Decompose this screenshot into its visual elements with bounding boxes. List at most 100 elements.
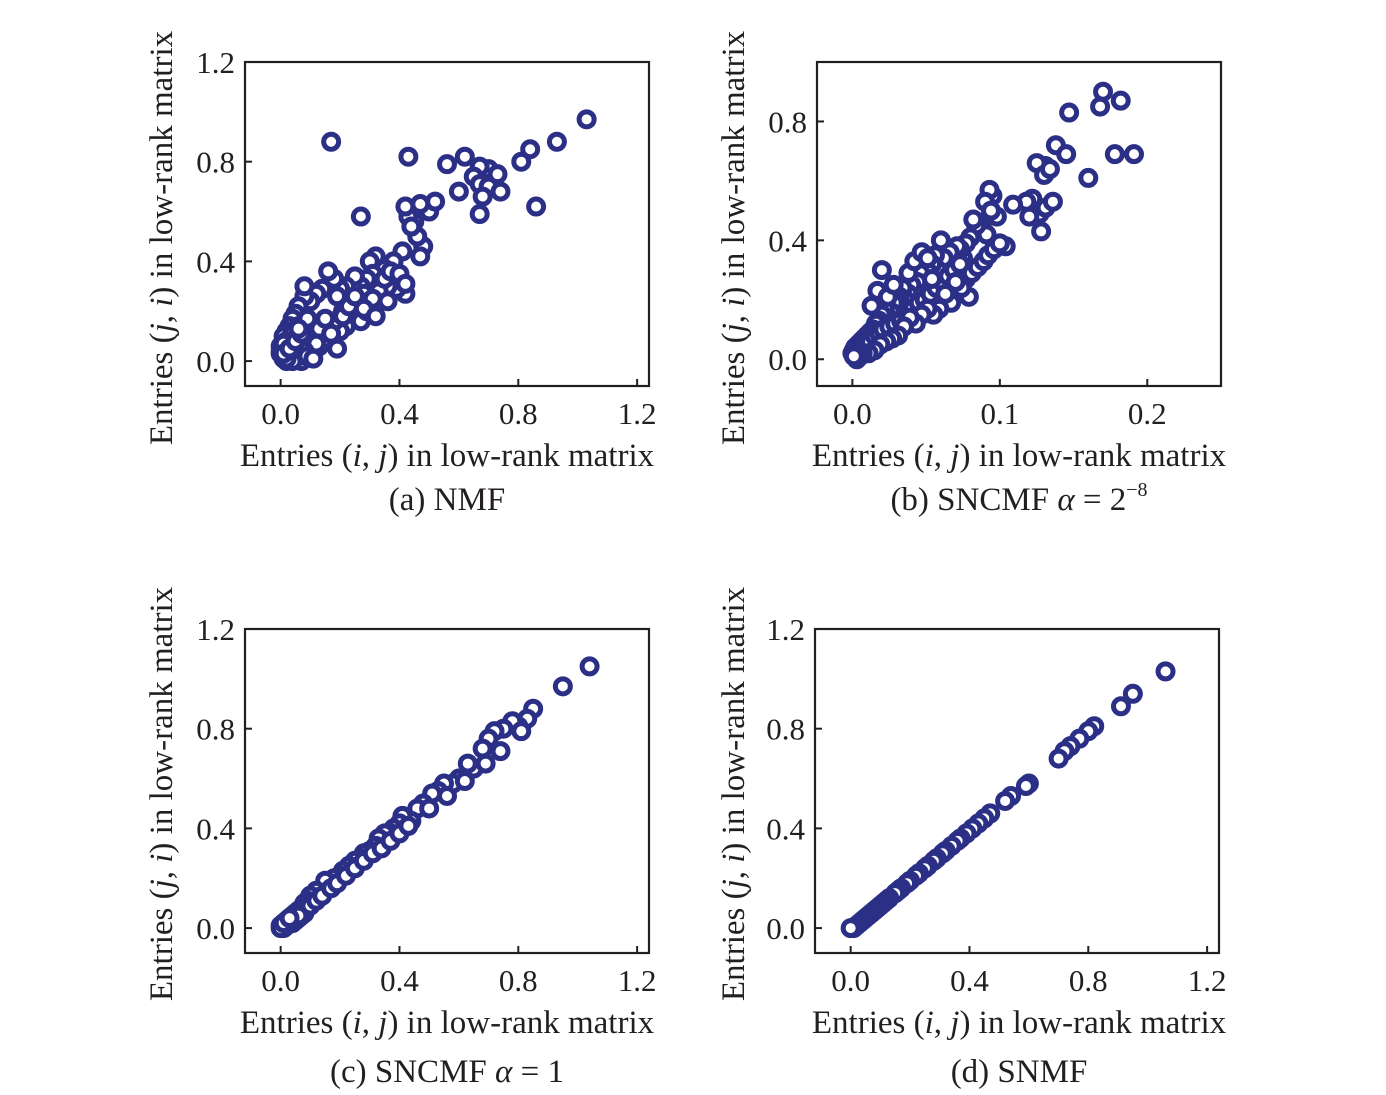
data-point: [843, 346, 864, 367]
data-point: [963, 209, 984, 230]
data-point: [401, 216, 422, 237]
x-axis-label-a: Entries (i, j) in low-rank matrix: [240, 438, 655, 474]
data-point: [1122, 683, 1143, 704]
x-tick-label: 0.1: [980, 396, 1019, 431]
data-point: [365, 306, 386, 327]
panel-d: 0.0 0.4 0.8 1.2 0.0 0.4 0.8 1.2 Entries (i, j) …: [716, 586, 1227, 1090]
data-point: [398, 815, 419, 836]
data-point: [1104, 144, 1125, 165]
y-axis-label-d: Entries (j, i) in low-rank matrix: [716, 586, 752, 1001]
data-point: [327, 338, 348, 359]
x-tick-label: 0.0: [831, 963, 870, 998]
data-point: [294, 276, 315, 297]
x-tick-label: 0.0: [261, 396, 300, 431]
y-tick-label: 0.4: [768, 223, 807, 258]
plot-frame-b: [815, 60, 1223, 388]
panel-b: 0.0 0.1 0.2 0.0 0.4 0.8 Entries (i, j) in low…: [716, 30, 1227, 518]
data-point: [448, 181, 469, 202]
y-tick-label: 0.0: [196, 344, 235, 379]
data-point: [917, 248, 938, 269]
data-point: [490, 741, 511, 762]
data-point: [469, 204, 490, 225]
data-point: [511, 721, 532, 742]
data-point: [1059, 102, 1080, 123]
points-d: [840, 661, 1176, 939]
data-point: [1090, 96, 1111, 117]
data-point: [526, 196, 547, 217]
data-point: [883, 274, 904, 295]
data-point: [1042, 191, 1063, 212]
data-point: [1031, 221, 1052, 242]
ticks-c: 0.0 0.4 0.8 1.2 0.0 0.4 0.8 1.2: [196, 612, 656, 998]
plot-frame-d: [813, 627, 1221, 955]
x-tick-label: 1.2: [1188, 963, 1227, 998]
data-point: [1056, 144, 1077, 165]
caption-c: (c) SNCMF α = 1: [330, 1054, 564, 1090]
x-axis-label-b: Entries (i, j) in low-rank matrix: [812, 438, 1227, 474]
x-tick-label: 1.2: [618, 963, 657, 998]
data-point: [1078, 167, 1099, 188]
y-tick-label: 0.4: [196, 244, 235, 279]
caption-a: (a) NMF: [389, 482, 505, 518]
y-tick-label: 0.4: [766, 811, 805, 846]
ticks-d: 0.0 0.4 0.8 1.2 0.0 0.4 0.8 1.2: [766, 612, 1226, 998]
data-point: [922, 268, 943, 289]
x-axis-label-d: Entries (i, j) in low-rank matrix: [812, 1005, 1227, 1041]
data-point: [1019, 206, 1040, 227]
y-tick-label: 1.2: [766, 612, 805, 647]
data-point: [395, 273, 416, 294]
x-tick-label: 0.0: [833, 396, 872, 431]
panel-a: 0.0 0.4 0.8 1.2 0.0 0.4 0.8 1.2 Entries (i, j) …: [144, 30, 656, 518]
data-point: [871, 260, 892, 281]
data-point: [288, 318, 309, 339]
caption-d: (d) SNMF: [951, 1054, 1088, 1090]
data-point: [511, 151, 532, 172]
data-point: [520, 139, 541, 160]
data-point: [840, 918, 861, 939]
data-point: [1155, 661, 1176, 682]
data-point: [327, 286, 348, 307]
data-point: [1124, 144, 1145, 165]
x-tick-label: 0.4: [950, 963, 989, 998]
y-tick-label: 0.0: [196, 911, 235, 946]
data-point: [398, 146, 419, 167]
data-point: [318, 261, 339, 282]
data-point: [490, 181, 511, 202]
data-point: [437, 154, 457, 175]
data-point: [995, 790, 1016, 811]
data-point: [395, 196, 416, 217]
x-axis-label-c: Entries (i, j) in low-rank matrix: [240, 1005, 655, 1041]
data-point: [1048, 748, 1069, 769]
y-axis-label-c: Entries (j, i) in low-rank matrix: [144, 586, 180, 1001]
x-tick-label: 1.2: [618, 396, 657, 431]
ticks-b: 0.0 0.1 0.2 0.0 0.4 0.8: [768, 104, 1166, 431]
plot-frame-c: [243, 627, 651, 955]
ticks-a: 0.0 0.4 0.8 1.2 0.0 0.4 0.8 1.2: [196, 45, 656, 431]
data-point: [419, 798, 440, 819]
data-point: [576, 109, 597, 130]
plot-frame-a: [243, 60, 651, 388]
data-point: [552, 676, 573, 697]
x-tick-label: 0.4: [380, 396, 419, 431]
data-point: [989, 233, 1010, 254]
y-tick-label: 1.2: [196, 45, 235, 80]
data-point: [487, 164, 508, 185]
data-point: [344, 286, 365, 307]
data-point: [1039, 159, 1060, 180]
x-tick-label: 0.8: [499, 963, 538, 998]
data-point: [437, 785, 457, 806]
data-point: [1015, 776, 1036, 797]
data-point: [475, 753, 496, 774]
x-tick-label: 0.2: [1128, 396, 1167, 431]
data-point: [410, 246, 431, 267]
data-point: [579, 656, 600, 677]
data-point: [1003, 194, 1024, 215]
data-point: [1110, 696, 1131, 717]
x-tick-label: 0.0: [261, 963, 300, 998]
x-tick-label: 0.4: [380, 963, 419, 998]
y-tick-label: 0.8: [196, 712, 235, 747]
data-point: [980, 200, 1001, 221]
points-c: [270, 656, 600, 939]
x-tick-label: 0.8: [1069, 963, 1108, 998]
